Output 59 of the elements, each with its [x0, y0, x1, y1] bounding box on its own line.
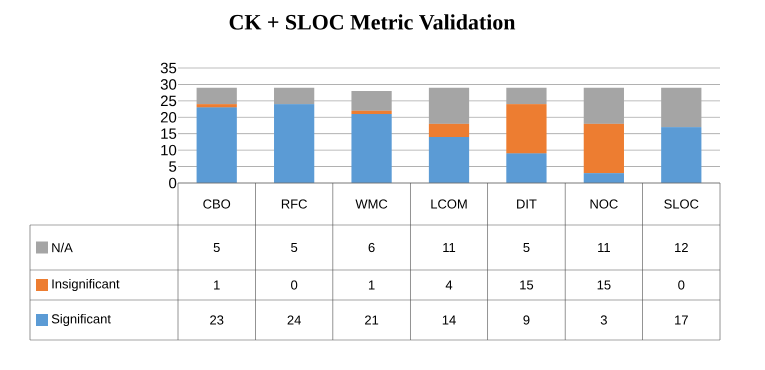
bar: [584, 124, 624, 174]
data-label: 21: [365, 315, 378, 325]
bar: [584, 88, 624, 124]
bar: [351, 114, 392, 183]
legend-label: Significant: [52, 314, 111, 326]
bar: [196, 88, 237, 104]
data-label: 15: [598, 280, 611, 290]
data-label: 17: [675, 316, 688, 324]
bar: [506, 153, 547, 183]
data-label: 11: [443, 243, 456, 252]
bar: [428, 136, 470, 183]
data-label: 3: [600, 315, 607, 325]
data-label: 0: [678, 280, 684, 290]
bar: [428, 124, 470, 137]
bar: [661, 127, 702, 183]
y-tick-label: 20: [160, 112, 176, 123]
y-tick-label: 30: [160, 79, 176, 90]
chart-title: CK + SLOC Metric Validation: [230, 14, 516, 30]
data-label: 0: [291, 280, 298, 290]
data-label: 24: [288, 315, 301, 325]
x-tick-label: NOC: [590, 199, 618, 209]
data-label: 23: [210, 315, 224, 325]
data-label: 5: [523, 242, 530, 252]
bar: [506, 104, 547, 154]
data-label: 5: [291, 242, 298, 252]
bar: [351, 90, 392, 111]
legend-label: Insignificant: [52, 278, 120, 292]
y-tick-label: 35: [160, 62, 176, 74]
data-label: 1: [214, 280, 220, 290]
bar: [196, 107, 237, 183]
data-label: 4: [446, 280, 452, 290]
bar: [584, 173, 624, 183]
x-tick-label: CBO: [203, 199, 230, 209]
x-tick-label: WMC: [355, 199, 388, 209]
bar: [274, 104, 314, 183]
data-label: 6: [368, 242, 375, 252]
data-label: 12: [675, 242, 688, 252]
x-tick-label: SLOC: [664, 199, 698, 209]
data-label: 1: [368, 280, 375, 290]
bar: [661, 88, 702, 128]
bar: [196, 104, 237, 108]
data-label: 15: [520, 280, 534, 290]
y-tick-label: 25: [160, 96, 176, 106]
data-label: 14: [442, 316, 456, 324]
bar: [274, 88, 314, 104]
data-label: 11: [598, 243, 610, 252]
y-tick-label: 15: [161, 128, 176, 139]
y-tick-label: 10: [161, 144, 176, 156]
legend-label: N/A: [52, 242, 73, 252]
x-tick-label: LCOM: [431, 199, 467, 209]
data-label: 5: [214, 242, 220, 252]
data-label: 9: [523, 315, 530, 325]
bar: [351, 110, 392, 114]
bar: [506, 88, 547, 104]
x-tick-label: RFC: [282, 199, 307, 209]
bar: [428, 88, 470, 124]
x-tick-label: DIT: [517, 200, 537, 208]
y-tick-label: 5: [169, 161, 176, 172]
y-tick-label: 0: [169, 178, 176, 188]
